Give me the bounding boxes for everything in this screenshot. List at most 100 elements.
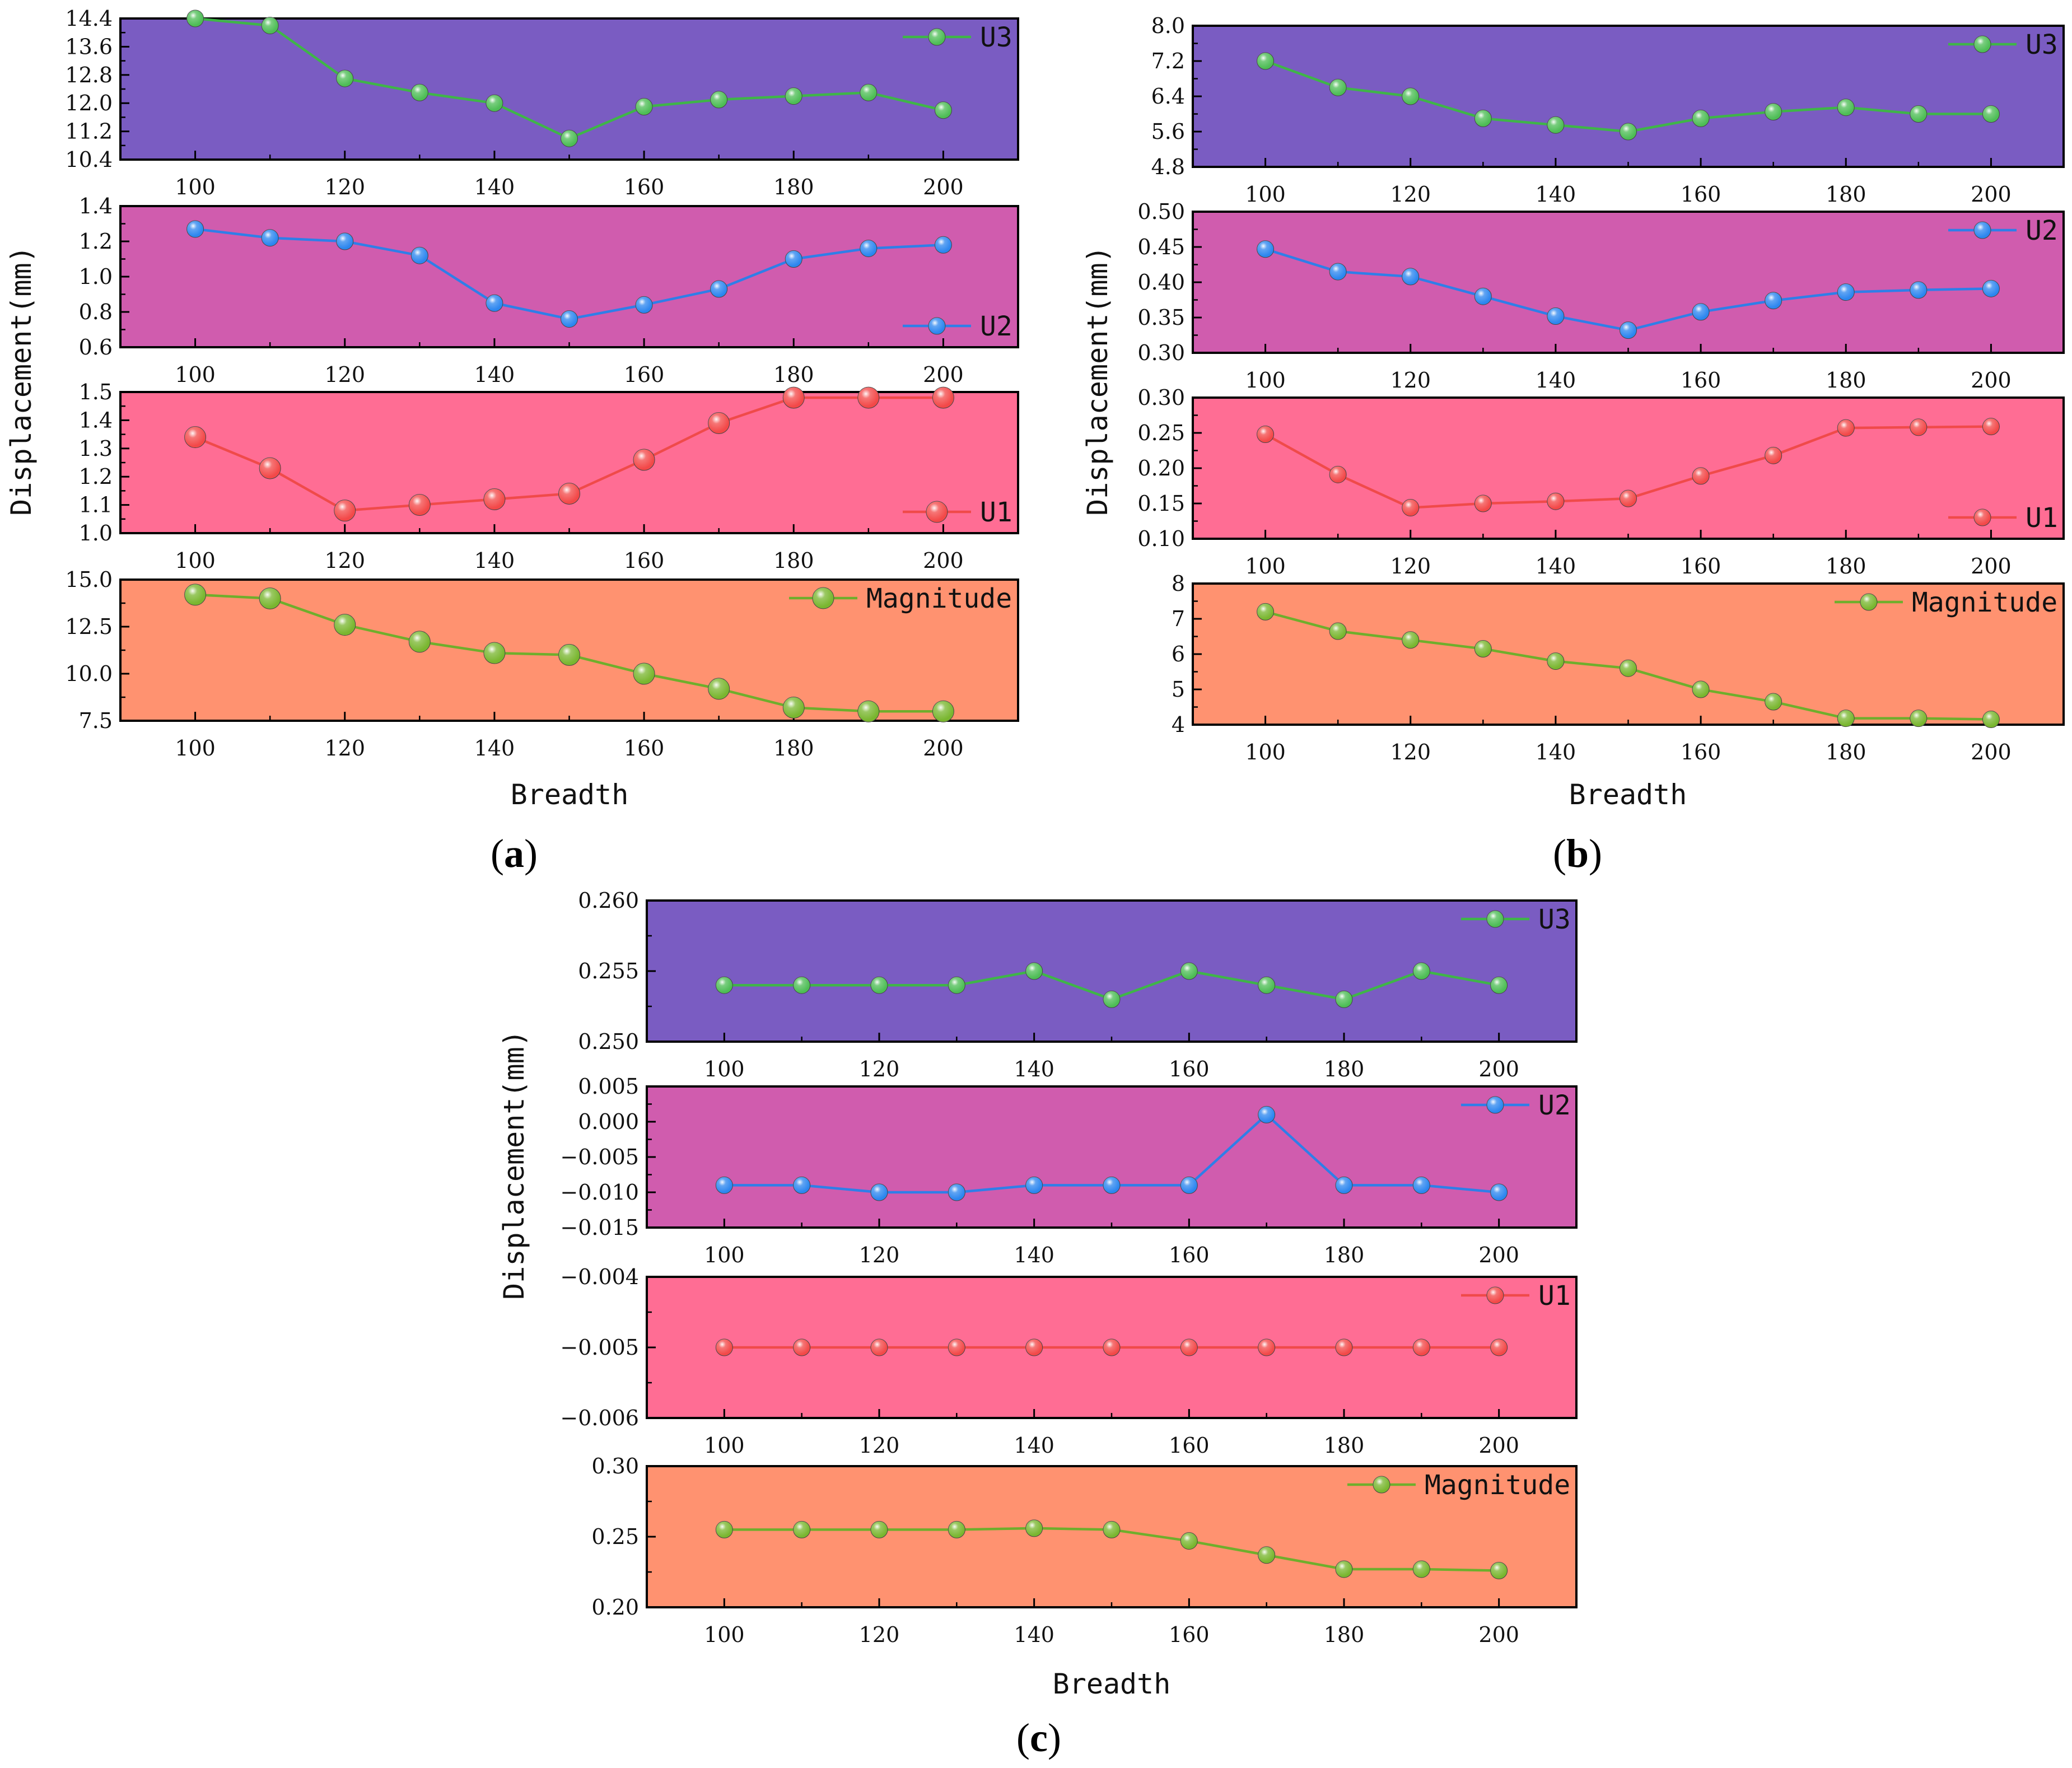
- data-point: [334, 614, 356, 636]
- marker-shine: [1103, 1339, 1120, 1356]
- data-point: [635, 98, 653, 115]
- data-point: [1412, 1176, 1430, 1194]
- marker-shine: [932, 387, 954, 409]
- x-tick-label: 100: [1245, 554, 1286, 579]
- marker-shine: [948, 1521, 965, 1538]
- marker-shine: [409, 494, 431, 516]
- legend-label: Magnitude: [1912, 587, 2057, 618]
- x-tick-label: 180: [773, 736, 814, 761]
- data-point: [934, 101, 952, 119]
- data-point: [715, 976, 733, 994]
- legend-magnitude: Magnitude: [1347, 1470, 1570, 1501]
- x-tick-label: 100: [704, 1433, 745, 1458]
- y-tick-label: 1.0: [79, 264, 113, 289]
- marker-shine: [1103, 1521, 1120, 1538]
- legend-marker-shine: [1974, 222, 1991, 239]
- legend-marker-shine: [926, 501, 948, 523]
- data-point: [708, 678, 730, 700]
- data-point: [483, 488, 506, 511]
- marker-shine: [1402, 631, 1419, 649]
- data-point: [1692, 680, 1710, 698]
- plot-frame: [119, 205, 1019, 348]
- data-point: [1025, 1519, 1043, 1537]
- marker-shine: [710, 91, 727, 108]
- y-tick-label: 0.20: [1137, 456, 1185, 481]
- data-point: [1692, 467, 1710, 485]
- marker-shine: [1180, 1177, 1198, 1194]
- marker-shine: [1258, 1106, 1275, 1123]
- marker-shine: [259, 587, 281, 609]
- marker-shine: [1180, 1339, 1198, 1356]
- data-point: [483, 642, 506, 664]
- x-tick-label: 160: [1169, 1057, 1210, 1081]
- data-point: [1257, 603, 1275, 621]
- marker-shine: [1336, 991, 1352, 1008]
- legend-label: U1: [2026, 502, 2058, 534]
- data-point: [932, 700, 954, 722]
- x-tick-label: 140: [474, 548, 515, 573]
- data-point: [793, 1520, 811, 1538]
- marker-shine: [1336, 1177, 1352, 1194]
- x-tick-label: 160: [624, 736, 665, 761]
- data-point: [1474, 287, 1492, 305]
- marker-shine: [1258, 977, 1275, 994]
- x-tick-label: 140: [1014, 1057, 1054, 1081]
- x-tick-label: 180: [1826, 368, 1866, 393]
- marker-shine: [1329, 263, 1347, 281]
- legend-u1: U1: [1948, 502, 2058, 534]
- x-tick-label: 140: [1536, 554, 1576, 579]
- data-point: [261, 229, 279, 247]
- y-tick-label: 14.4: [65, 6, 113, 31]
- legend-marker-shine: [1487, 1287, 1504, 1304]
- data-point: [1402, 499, 1420, 517]
- data-point: [870, 976, 888, 994]
- legend-label: U1: [980, 497, 1012, 528]
- marker-shine: [409, 631, 431, 652]
- legend-label: Magnitude: [866, 583, 1012, 614]
- marker-shine: [871, 1339, 888, 1356]
- y-tick-label: 0.45: [1137, 235, 1185, 259]
- data-point: [1620, 321, 1637, 339]
- marker-shine: [486, 95, 503, 112]
- x-tick-label: 180: [773, 175, 814, 199]
- marker-shine: [935, 101, 952, 119]
- data-point: [870, 1338, 888, 1356]
- data-point: [715, 1338, 733, 1356]
- y-tick-label: −0.006: [560, 1406, 639, 1430]
- data-point: [1329, 465, 1347, 483]
- plot-frame: [646, 899, 1578, 1043]
- marker-shine: [1257, 240, 1274, 258]
- data-point: [708, 412, 730, 434]
- y-tick-label: 7.5: [79, 708, 113, 733]
- x-tick-label: 100: [175, 736, 216, 761]
- x-tick-label: 100: [1245, 368, 1286, 393]
- x-tick-label: 160: [1681, 554, 1721, 579]
- data-point: [1837, 710, 1855, 727]
- marker-shine: [259, 458, 281, 479]
- x-tick-label: 200: [1971, 182, 2012, 207]
- data-point: [259, 457, 281, 479]
- legend-label: U1: [1538, 1280, 1571, 1312]
- data-point: [1180, 1532, 1198, 1550]
- y-axis-title: Displacement(mm): [1081, 246, 1114, 516]
- marker-shine: [186, 10, 204, 27]
- data-point: [1180, 1176, 1198, 1194]
- y-tick-label: 15.0: [65, 567, 113, 592]
- marker-shine: [1692, 681, 1710, 698]
- data-point: [1025, 1338, 1043, 1356]
- marker-shine: [561, 310, 578, 328]
- data-point: [1025, 1176, 1043, 1194]
- x-axis-title: Breadth: [1053, 1668, 1171, 1700]
- y-tick-label: 0.255: [578, 959, 639, 983]
- marker-shine: [1837, 419, 1855, 437]
- y-tick-label: 1.4: [79, 194, 113, 218]
- marker-shine: [948, 1339, 965, 1356]
- marker-shine: [785, 250, 802, 268]
- marker-shine: [1413, 1339, 1430, 1356]
- y-tick-label: 7.2: [1151, 49, 1185, 73]
- data-point: [1547, 492, 1565, 510]
- data-point: [1837, 99, 1855, 116]
- data-point: [1402, 87, 1420, 105]
- marker-shine: [1103, 991, 1120, 1008]
